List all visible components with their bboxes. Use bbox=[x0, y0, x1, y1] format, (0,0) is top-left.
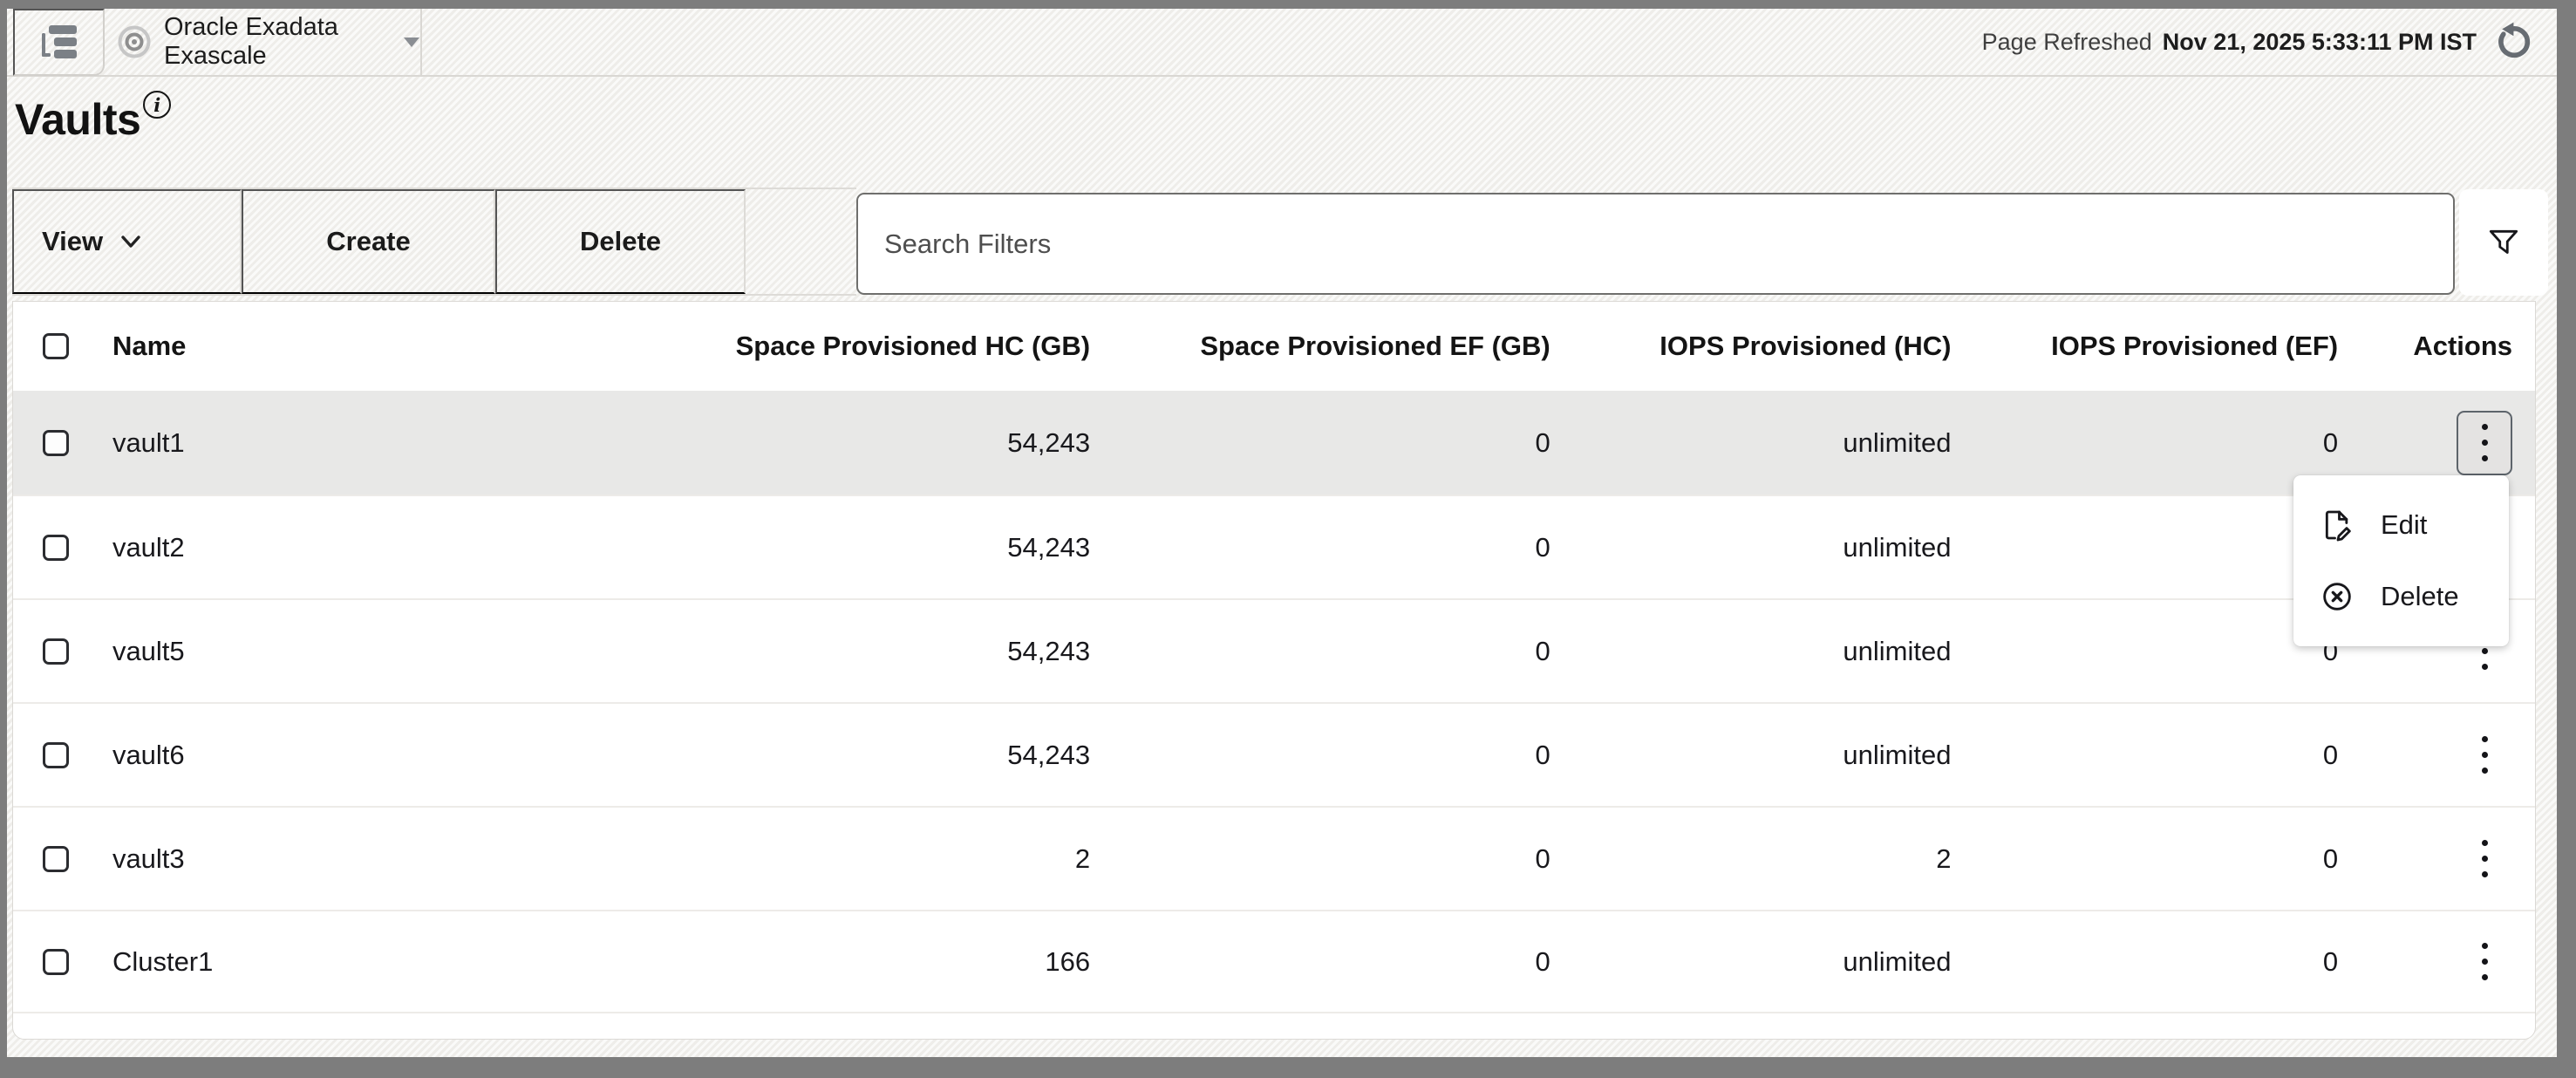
top-bar: Oracle Exadata Exascale Page Refreshed N… bbox=[7, 9, 2557, 77]
info-icon[interactable]: i bbox=[143, 91, 172, 119]
page: Oracle Exadata Exascale Page Refreshed N… bbox=[7, 9, 2557, 1057]
vault-name-cell: Cluster1 bbox=[112, 945, 214, 977]
table-row[interactable]: vault3 2 0 2 0 bbox=[13, 806, 2535, 910]
space-provisioned-hc-cell: 54,243 bbox=[1007, 739, 1091, 770]
table-row[interactable]: vault2 54,243 0 unlimited 0 bbox=[13, 495, 2535, 598]
iops-provisioned-hc-cell: unlimited bbox=[1843, 739, 1952, 770]
kebab-menu-icon bbox=[2481, 736, 2488, 742]
table-header-row: Name Space Provisioned HC (GB) Space Pro… bbox=[13, 302, 2535, 391]
toolbar-spacer bbox=[746, 189, 856, 294]
context-menu-delete-label: Delete bbox=[2381, 581, 2459, 611]
vault-name-cell: vault6 bbox=[112, 739, 185, 770]
row-actions-context-menu: Edit Delete bbox=[2293, 475, 2509, 646]
space-provisioned-hc-cell: 2 bbox=[1074, 843, 1091, 874]
iops-provisioned-hc-cell: unlimited bbox=[1843, 531, 1952, 563]
iops-provisioned-hc-cell: unlimited bbox=[1843, 945, 1952, 977]
row-actions-kebab-button[interactable] bbox=[2457, 827, 2512, 891]
view-menu-button[interactable]: View bbox=[12, 189, 242, 294]
vault-name-cell: vault2 bbox=[112, 531, 185, 563]
column-header-actions: Actions bbox=[2413, 331, 2512, 361]
vault-name-cell: vault3 bbox=[112, 843, 185, 874]
row-checkbox[interactable] bbox=[43, 638, 69, 665]
space-provisioned-ef-cell: 0 bbox=[1535, 531, 1550, 563]
row-checkbox[interactable] bbox=[43, 741, 69, 768]
create-button-label: Create bbox=[326, 226, 411, 256]
row-actions-kebab-button[interactable] bbox=[2457, 930, 2512, 994]
caret-down-icon bbox=[403, 36, 420, 48]
create-button[interactable]: Create bbox=[242, 189, 495, 294]
table-row[interactable]: vault6 54,243 0 unlimited 0 bbox=[13, 702, 2535, 806]
iops-provisioned-hc-cell: unlimited bbox=[1843, 426, 1952, 458]
iops-provisioned-ef-cell: 0 bbox=[2322, 843, 2339, 874]
context-menu-edit-item[interactable]: Edit bbox=[2293, 489, 2509, 561]
search-filters-input[interactable] bbox=[856, 193, 2455, 295]
vaults-table: Name Space Provisioned HC (GB) Space Pro… bbox=[12, 301, 2536, 1040]
iops-provisioned-hc-cell: unlimited bbox=[1843, 635, 1952, 666]
row-checkbox[interactable] bbox=[43, 845, 69, 872]
filter-button[interactable] bbox=[2459, 189, 2548, 296]
iops-provisioned-hc-cell: 2 bbox=[1936, 843, 1952, 874]
context-menu-delete-item[interactable]: Delete bbox=[2293, 561, 2509, 632]
vault-name-cell: vault1 bbox=[112, 426, 185, 458]
page-title: Vaults bbox=[15, 95, 141, 144]
column-header-space-ef: Space Provisioned EF (GB) bbox=[1200, 331, 1550, 361]
delete-button-label: Delete bbox=[579, 226, 662, 256]
delete-button[interactable]: Delete bbox=[495, 189, 746, 294]
space-provisioned-ef-cell: 0 bbox=[1535, 635, 1550, 666]
row-checkbox[interactable] bbox=[43, 534, 69, 561]
page-refreshed-value: Nov 21, 2025 5:33:11 PM IST bbox=[2162, 28, 2477, 55]
space-provisioned-hc-cell: 166 bbox=[1045, 945, 1091, 977]
row-actions-kebab-button[interactable] bbox=[2457, 723, 2512, 788]
page-refreshed-area: Page Refreshed Nov 21, 2025 5:33:11 PM I… bbox=[1982, 9, 2534, 75]
table-row[interactable]: vault1 54,243 0 unlimited 0 bbox=[13, 391, 2535, 495]
kebab-menu-icon bbox=[2481, 840, 2488, 846]
space-provisioned-ef-cell: 0 bbox=[1535, 945, 1550, 977]
table-toolbar: View Create Delete bbox=[12, 188, 856, 296]
column-header-iops-hc: IOPS Provisioned (HC) bbox=[1659, 331, 1952, 361]
iops-provisioned-ef-cell: 0 bbox=[2322, 426, 2339, 458]
circle-x-icon bbox=[2320, 579, 2355, 614]
tree-navigation-icon bbox=[37, 23, 82, 63]
column-header-name: Name bbox=[112, 331, 187, 361]
view-button-label: View bbox=[42, 226, 104, 256]
space-provisioned-ef-cell: 0 bbox=[1535, 426, 1550, 458]
kebab-menu-icon bbox=[2481, 424, 2488, 430]
service-selector-label: Oracle Exadata Exascale bbox=[164, 13, 338, 70]
space-provisioned-ef-cell: 0 bbox=[1535, 739, 1550, 770]
row-checkbox[interactable] bbox=[43, 429, 69, 456]
table-row[interactable]: vault5 54,243 0 unlimited 0 bbox=[13, 598, 2535, 702]
row-actions-kebab-button[interactable] bbox=[2457, 410, 2512, 475]
title-row: Vaults i bbox=[15, 91, 172, 144]
column-header-iops-ef: IOPS Provisioned (EF) bbox=[2051, 331, 2339, 361]
iops-provisioned-ef-cell: 0 bbox=[2322, 739, 2339, 770]
refresh-icon[interactable] bbox=[2492, 21, 2534, 63]
context-menu-edit-label: Edit bbox=[2381, 509, 2428, 540]
space-provisioned-ef-cell: 0 bbox=[1535, 843, 1550, 874]
table-row[interactable]: Cluster1 166 0 unlimited 0 bbox=[13, 910, 2535, 1013]
chevron-down-icon bbox=[120, 235, 141, 249]
page-refreshed-label: Page Refreshed bbox=[1981, 28, 2152, 55]
column-header-space-hc: Space Provisioned HC (GB) bbox=[735, 331, 1091, 361]
table-body: vault1 54,243 0 unlimited 0 vault2 54,24… bbox=[13, 391, 2535, 1013]
select-all-checkbox[interactable] bbox=[43, 333, 69, 359]
space-provisioned-hc-cell: 54,243 bbox=[1007, 635, 1091, 666]
global-navigation-button[interactable] bbox=[13, 9, 105, 76]
iops-provisioned-ef-cell: 0 bbox=[2322, 945, 2339, 977]
space-provisioned-hc-cell: 54,243 bbox=[1007, 531, 1091, 563]
bullseye-target-icon bbox=[117, 24, 152, 59]
space-provisioned-hc-cell: 54,243 bbox=[1007, 426, 1091, 458]
edit-document-icon bbox=[2320, 508, 2355, 542]
kebab-menu-icon bbox=[2481, 943, 2488, 949]
row-checkbox[interactable] bbox=[43, 948, 69, 975]
funnel-filter-icon bbox=[2486, 225, 2521, 260]
service-selector-dropdown[interactable]: Oracle Exadata Exascale bbox=[105, 9, 422, 75]
vault-name-cell: vault5 bbox=[112, 635, 185, 666]
